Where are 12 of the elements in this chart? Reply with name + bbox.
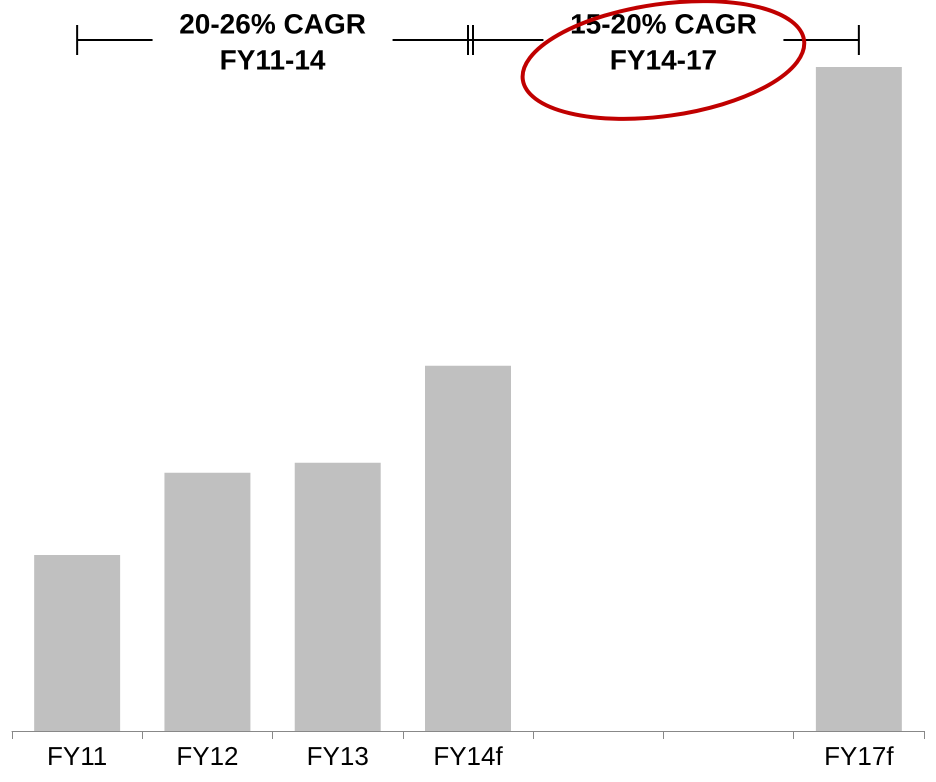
bar — [425, 366, 511, 731]
annotation: 15-20% CAGR FY14-17 — [570, 8, 757, 76]
x-tick-label: FY14f — [433, 741, 504, 771]
x-tick-label: FY11 — [47, 741, 108, 771]
x-tick-label: FY13 — [306, 741, 369, 771]
bar — [816, 67, 902, 731]
bar — [34, 555, 120, 731]
bar — [164, 472, 250, 731]
x-tick-label: FY12 — [176, 741, 239, 771]
x-tick-label: FY17f — [824, 741, 894, 771]
bar — [294, 462, 381, 731]
annotation: 20-26% CAGR FY11-14 — [179, 8, 366, 76]
